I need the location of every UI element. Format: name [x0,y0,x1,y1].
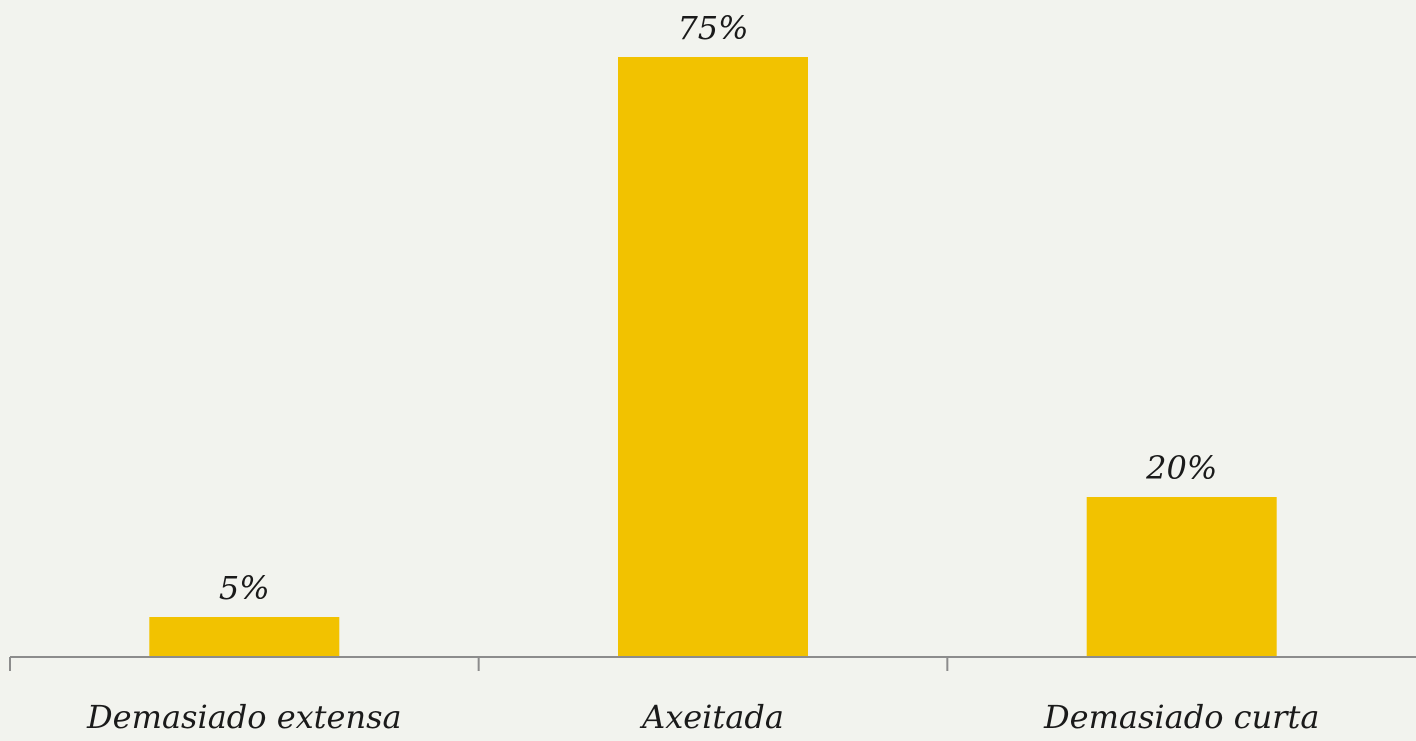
data-label-3: 20% [1145,449,1217,487]
bar-3 [1086,497,1277,657]
category-labels-layer: Demasiado extensa Axeitada Demasiado curta [86,698,1319,736]
bar-1 [149,617,340,657]
bar-2 [618,57,808,657]
category-label-1: Demasiado extensa [86,698,402,736]
category-label-3: Demasiado curta [1043,698,1319,736]
data-labels-layer: 5% 75% 20% [219,9,1217,607]
data-label-1: 5% [219,569,270,607]
x-axis [9,656,1416,671]
category-label-2: Axeitada [639,698,784,736]
bars-layer [149,57,1277,657]
data-label-2: 75% [677,9,748,47]
